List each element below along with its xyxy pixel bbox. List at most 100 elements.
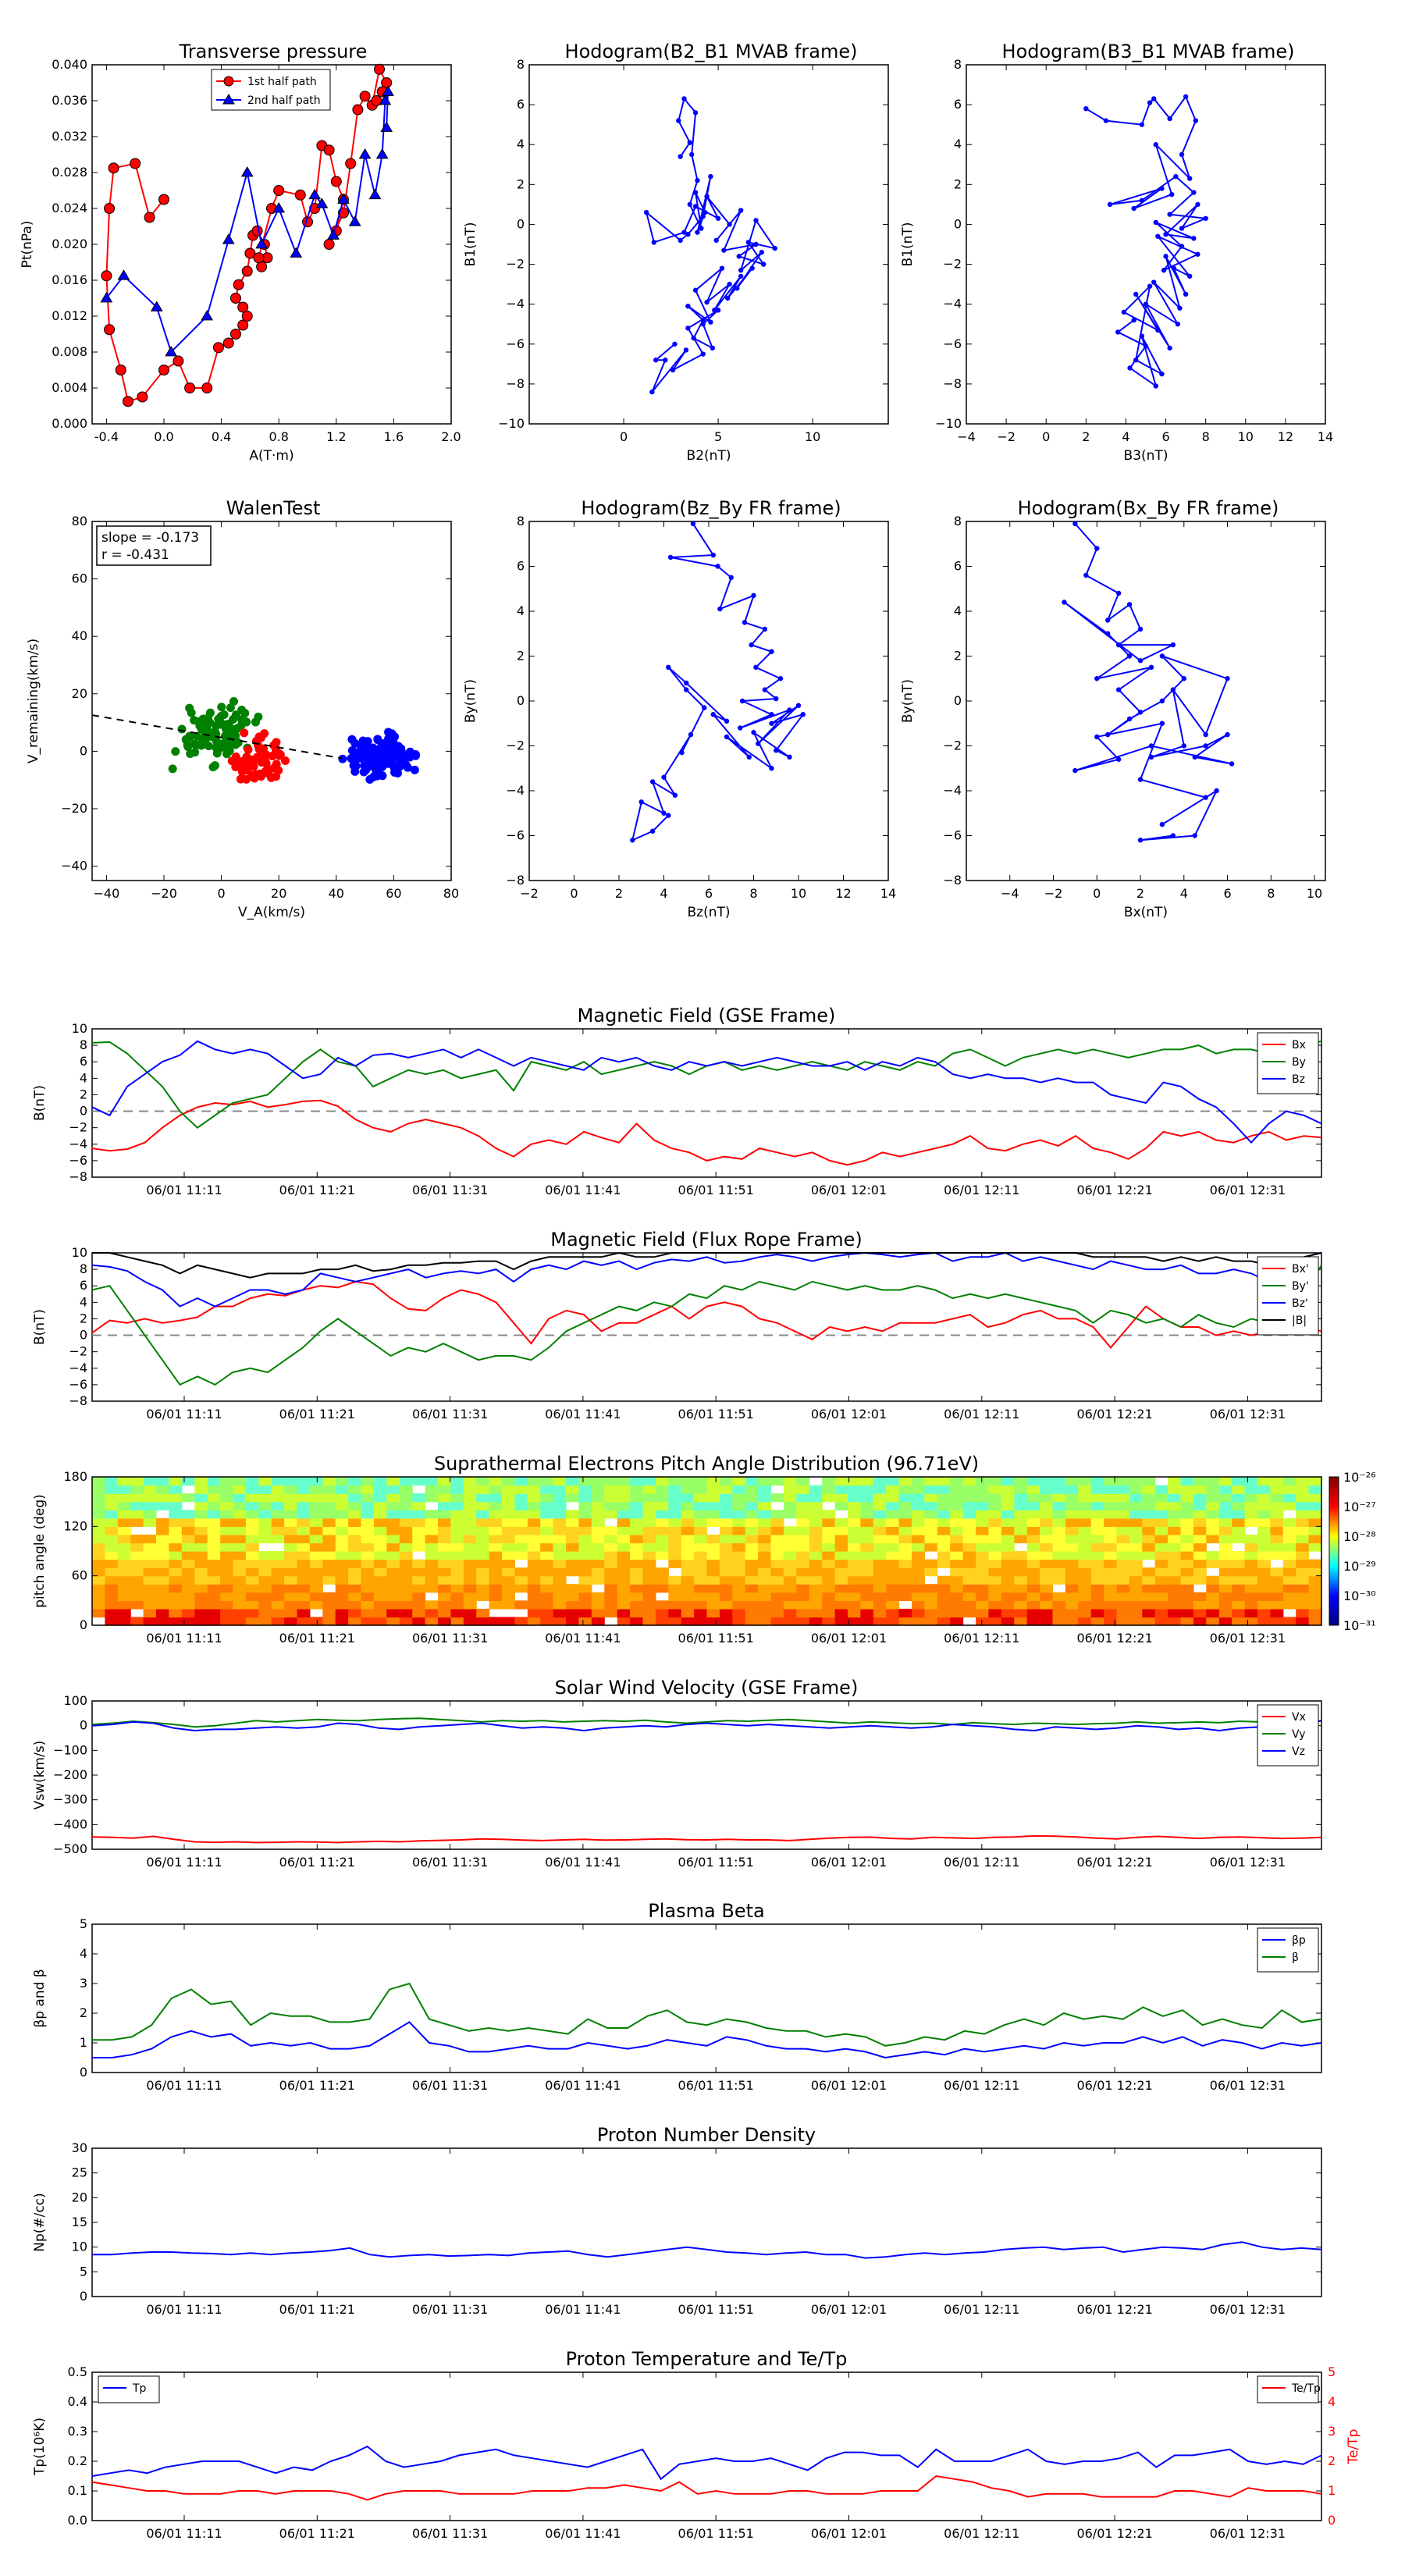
- pad-cell: [1232, 1534, 1246, 1544]
- pad-cell: [130, 1559, 144, 1568]
- pad-cell: [1168, 1526, 1182, 1535]
- pad-cell: [822, 1592, 836, 1601]
- pad-cell: [1090, 1501, 1104, 1510]
- h31-point: [1187, 273, 1193, 279]
- pad-cell: [860, 1493, 874, 1503]
- pad-cell: [297, 1592, 311, 1601]
- pad-cell: [1014, 1485, 1028, 1494]
- pad-cell: [1052, 1542, 1066, 1552]
- pad-cell: [1257, 1608, 1271, 1618]
- pad-xtick-label: 06/01 12:11: [944, 1631, 1019, 1646]
- pad-cell: [1193, 1592, 1207, 1601]
- pad-cell: [1142, 1551, 1156, 1560]
- pad-cell: [745, 1501, 759, 1510]
- pad-cell: [271, 1493, 285, 1503]
- h21-point: [643, 209, 649, 215]
- pad-cell: [169, 1567, 183, 1577]
- h21-point: [700, 317, 706, 323]
- pad-cell: [578, 1493, 592, 1503]
- pad-cell: [194, 1600, 208, 1610]
- h31-point: [1107, 201, 1113, 208]
- pad-cell: [1078, 1608, 1092, 1618]
- pad-cell: [169, 1510, 183, 1519]
- pad-cell: [1026, 1575, 1040, 1585]
- h31-point: [1203, 215, 1208, 221]
- pad-cell: [1308, 1600, 1322, 1610]
- pad-cell: [309, 1542, 323, 1552]
- pad-cell: [245, 1567, 259, 1577]
- pad-cell: [1052, 1551, 1066, 1560]
- pad-cell: [438, 1575, 451, 1585]
- pad-cell: [1244, 1534, 1258, 1544]
- pad-cell: [181, 1526, 195, 1535]
- pad-cell: [92, 1485, 105, 1494]
- h31-point: [1179, 151, 1185, 158]
- pad-cell: [1014, 1559, 1028, 1568]
- h31-point: [1169, 191, 1175, 197]
- pad-cell: [194, 1584, 208, 1593]
- pad-cell: [245, 1608, 259, 1618]
- walen-point: [276, 750, 285, 760]
- bgse-ytick-label: −2: [69, 1120, 87, 1135]
- pad-cell: [399, 1485, 413, 1494]
- pad-cell: [527, 1584, 541, 1593]
- walen-xtick-label: 80: [443, 886, 459, 901]
- pad-cell: [1154, 1617, 1168, 1626]
- pad-cell: [1244, 1551, 1258, 1560]
- pad-cell: [1193, 1534, 1207, 1544]
- pad-cell: [1065, 1510, 1079, 1519]
- pad-cell: [937, 1575, 951, 1585]
- pad-cell: [386, 1526, 400, 1535]
- pad-cell: [309, 1567, 323, 1577]
- hxy-ytick-label: −6: [943, 828, 962, 843]
- pad-cell: [898, 1608, 912, 1618]
- tp-point: [290, 247, 303, 258]
- pad-cell: [181, 1559, 195, 1568]
- h31-point: [1139, 122, 1145, 127]
- pad-cell: [642, 1600, 656, 1610]
- pad-cell: [1180, 1510, 1194, 1519]
- tp-point: [368, 188, 382, 200]
- hxy-ytick-label: 0: [954, 693, 962, 708]
- pad-cell: [143, 1477, 157, 1486]
- pad-cell: [976, 1501, 989, 1510]
- pad-cell: [1142, 1510, 1156, 1519]
- pad-cell: [886, 1510, 900, 1519]
- pad-cell: [976, 1493, 989, 1503]
- pad-cell: [681, 1510, 695, 1519]
- pad-cell: [514, 1584, 528, 1593]
- tp-ytick-label: 0.020: [52, 237, 87, 251]
- pad-cell: [1116, 1526, 1130, 1535]
- pad-cell: [886, 1608, 900, 1618]
- pad-cell: [233, 1493, 247, 1503]
- pad-cell: [476, 1526, 490, 1535]
- pad-cell: [297, 1584, 311, 1593]
- pad-cell: [1168, 1567, 1182, 1577]
- pad-cell: [527, 1534, 541, 1544]
- pad-cell: [463, 1501, 477, 1510]
- pad-cell: [796, 1551, 810, 1560]
- walen-annotation-box: [96, 525, 212, 566]
- h31-ytick-label: −10: [935, 416, 962, 431]
- pad-cell: [694, 1542, 708, 1552]
- pad-cell: [348, 1600, 362, 1610]
- tp2-xtick-label: 06/01 11:51: [678, 2526, 754, 2541]
- bfr-xtick-label: 06/01 11:41: [545, 1407, 621, 1421]
- pad-cell: [220, 1542, 234, 1552]
- pad-cell: [1078, 1575, 1092, 1585]
- pad-cell: [566, 1592, 579, 1601]
- pad-cell: [194, 1559, 208, 1568]
- pad-cell: [758, 1517, 772, 1527]
- pad-cell: [284, 1517, 298, 1527]
- pad-cell: [117, 1510, 131, 1519]
- pad-cell: [912, 1542, 925, 1552]
- pad-cell: [1116, 1477, 1130, 1486]
- pad-cell: [834, 1501, 848, 1510]
- pad-cell: [1001, 1542, 1015, 1552]
- pad-cell: [668, 1617, 682, 1626]
- pad-cell: [706, 1534, 720, 1544]
- bfr-ytick-label: −8: [69, 1393, 87, 1408]
- pad-cell: [540, 1485, 554, 1494]
- h21-point: [702, 209, 708, 215]
- pad-cell: [630, 1517, 644, 1527]
